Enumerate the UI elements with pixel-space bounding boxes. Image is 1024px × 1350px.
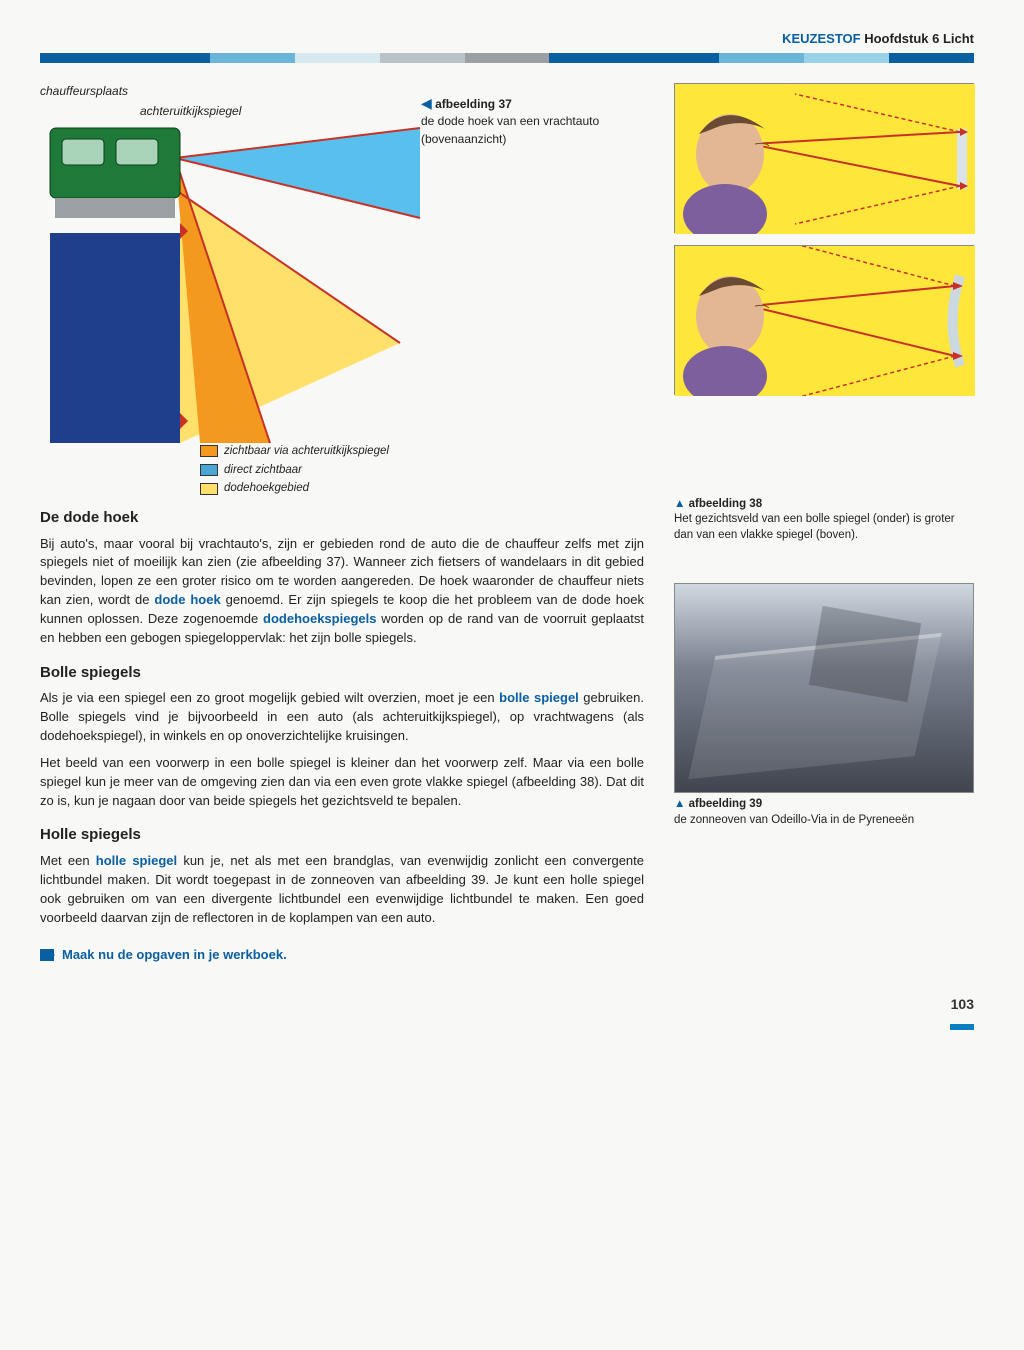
- legend-swatch: [200, 445, 218, 457]
- header-keyword: KEUZESTOF: [782, 31, 861, 46]
- legend-label: direct zichtbaar: [224, 462, 302, 479]
- page-header: KEUZESTOF Hoofdstuk 6 Licht: [40, 30, 974, 49]
- paragraph: Als je via een spiegel een zo groot moge…: [40, 689, 644, 746]
- caption-text: de zonneoven van Odeillo-Via in de Pyren…: [674, 814, 914, 826]
- legend-row: dodehoekgebied: [200, 480, 389, 497]
- diagram-37: chauffeursplaats achteruitkijkspiegel: [40, 83, 391, 483]
- term-bolle-spiegel: bolle spiegel: [499, 690, 579, 705]
- caption-title: afbeelding 39: [689, 798, 763, 810]
- paragraph: Bij auto's, maar vooral bij vrachtauto's…: [40, 535, 644, 648]
- diagram-38-column: [674, 83, 974, 407]
- diagram-38-flat: [674, 83, 974, 233]
- diagram-37-legend: zichtbaar via achteruitkijkspiegel direc…: [200, 443, 389, 499]
- diagram-38-curved: [674, 245, 974, 395]
- caption-39: ▲ afbeelding 39 de zonneoven van Odeillo…: [674, 797, 974, 828]
- legend-swatch: [200, 464, 218, 476]
- header-colorbar: [40, 53, 974, 63]
- heading-dode-hoek: De dode hoek: [40, 507, 644, 529]
- term-dode-hoek: dode hoek: [154, 592, 220, 607]
- term-dodehoekspiegels: dodehoekspiegels: [263, 611, 376, 626]
- caption-title: afbeelding 38: [689, 498, 763, 510]
- paragraph: Het beeld van een voorwerp in een bolle …: [40, 754, 644, 811]
- photo-zonneoven: [674, 583, 974, 793]
- term-holle-spiegel: holle spiegel: [96, 853, 177, 868]
- caption-arrow-icon: ▲: [674, 498, 685, 510]
- legend-row: zichtbaar via achteruitkijkspiegel: [200, 443, 389, 460]
- caption-arrow-icon: ◀: [421, 95, 432, 111]
- caption-text: Het gezichtsveld van een bolle spiegel (…: [674, 513, 955, 541]
- caption-38: ▲ afbeelding 38 Het gezichtsveld van een…: [674, 497, 974, 544]
- cta-text: Maak nu de opgaven in je werkboek.: [62, 946, 287, 965]
- legend-swatch: [200, 483, 218, 495]
- diagram-37-svg: [40, 113, 460, 453]
- arrow-right-icon: [40, 949, 54, 961]
- heading-bolle-spiegels: Bolle spiegels: [40, 662, 644, 684]
- legend-label: dodehoekgebied: [224, 480, 309, 497]
- header-chapter: Hoofdstuk 6 Licht: [864, 31, 974, 46]
- text-column: De dode hoek Bij auto's, maar vooral bij…: [40, 493, 644, 965]
- page-number-bar: [950, 1024, 974, 1030]
- cta-workbook: Maak nu de opgaven in je werkboek.: [40, 946, 644, 965]
- caption-title: afbeelding 37: [435, 97, 512, 111]
- legend-label: zichtbaar via achteruitkijkspiegel: [224, 443, 389, 460]
- heading-holle-spiegels: Holle spiegels: [40, 824, 644, 846]
- legend-row: direct zichtbaar: [200, 462, 389, 479]
- paragraph: Met een holle spiegel kun je, net als me…: [40, 852, 644, 927]
- top-row: chauffeursplaats achteruitkijkspiegel: [40, 83, 974, 483]
- page-number: 103: [40, 994, 974, 1035]
- label-chauffeursplaats: chauffeursplaats: [40, 83, 128, 100]
- caption-arrow-icon: ▲: [674, 798, 685, 810]
- side-column: ▲ afbeelding 38 Het gezichtsveld van een…: [674, 493, 974, 965]
